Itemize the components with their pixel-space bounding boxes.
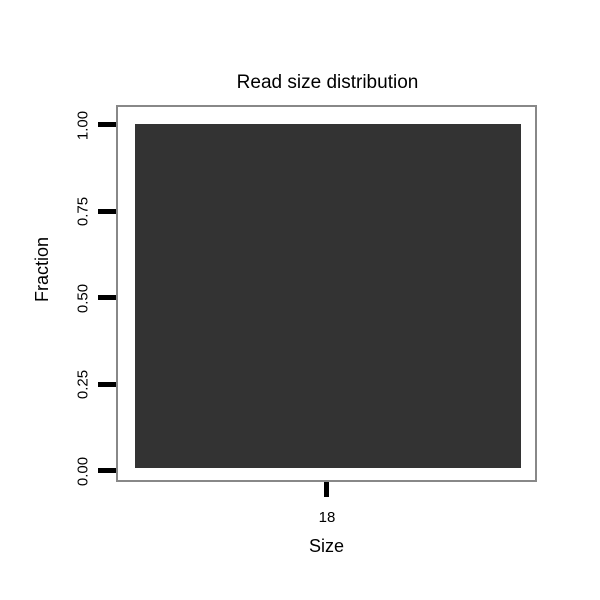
ytick-label-0-00: 0.00 <box>74 456 92 487</box>
ytick-mark-0-50 <box>98 295 116 300</box>
bars-layer <box>116 105 537 482</box>
xtick-label-18: 18 <box>318 509 336 526</box>
ytick-label-1-00: 1.00 <box>74 110 92 141</box>
chart-title: Read size distribution <box>236 72 419 93</box>
xtick-mark-18 <box>324 482 329 497</box>
bar-size-18 <box>135 124 521 468</box>
x-axis-title: Size <box>308 536 344 556</box>
y-axis-title: Fraction <box>32 236 52 302</box>
ytick-label-0-25: 0.25 <box>74 369 92 400</box>
ytick-mark-0-75 <box>98 209 116 214</box>
ytick-label-0-50: 0.50 <box>74 283 92 314</box>
ytick-label-0-75: 0.75 <box>74 196 92 227</box>
ytick-mark-1-00 <box>98 122 116 127</box>
ytick-mark-0-25 <box>98 382 116 387</box>
ytick-mark-0-00 <box>98 468 116 473</box>
